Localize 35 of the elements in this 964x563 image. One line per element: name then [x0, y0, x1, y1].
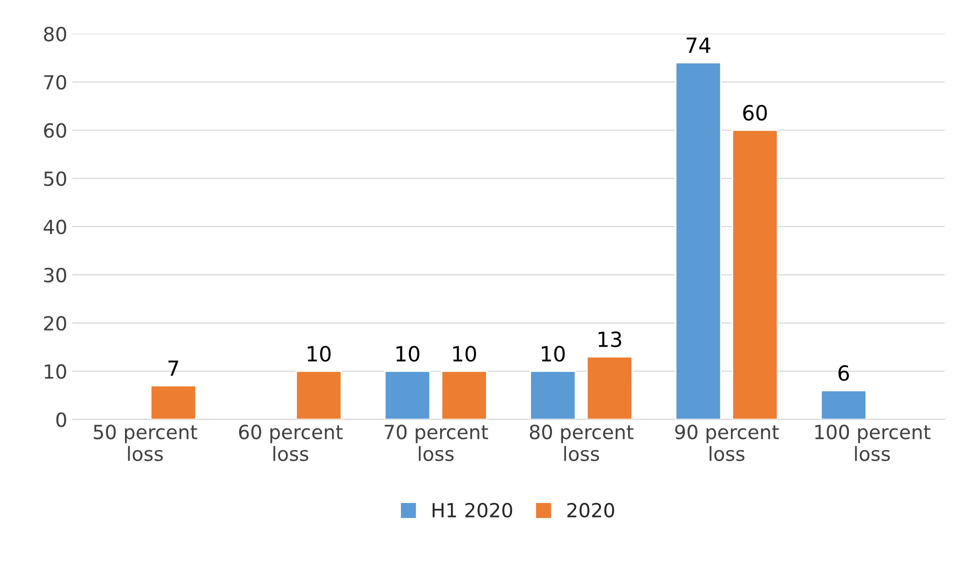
y-tick-label: 10 [44, 364, 66, 379]
bar [296, 370, 342, 420]
x-tick-label: 50 percent loss [94, 424, 198, 462]
data-label: 7 [168, 360, 178, 376]
data-label: 60 [743, 104, 767, 121]
bar [150, 384, 197, 420]
data-label: 10 [453, 346, 476, 362]
y-tick-label: 0 [56, 412, 66, 428]
data-label: 10 [308, 346, 331, 362]
data-label: 10 [396, 346, 420, 362]
bar [586, 356, 633, 420]
legend-label: H1 2020 [432, 502, 512, 518]
x-tick-label: 70 percent loss [384, 424, 488, 462]
x-tick-label: 100 percent loss [815, 424, 930, 462]
y-tick-label: 20 [44, 316, 66, 331]
y-tick-label: 30 [44, 268, 66, 282]
bar [440, 370, 488, 420]
bar [732, 130, 778, 420]
bar [384, 370, 431, 420]
bar [675, 62, 722, 420]
x-tick-label: 80 percent loss [530, 424, 634, 462]
bar [530, 370, 576, 420]
legend-label: 2020 [567, 502, 614, 518]
data-label: 13 [598, 331, 622, 348]
data-label: 74 [686, 38, 710, 53]
y-tick-label: 60 [44, 123, 66, 138]
bar [820, 390, 867, 420]
y-tick-label: 80 [44, 26, 66, 42]
x-tick-label: 60 percent loss [239, 424, 343, 462]
y-tick-label: 40 [44, 220, 66, 234]
y-tick-label: 70 [44, 74, 66, 90]
y-tick-label: 50 [44, 171, 66, 186]
data-label: 6 [838, 365, 849, 381]
x-tick-label: 90 percent loss [675, 424, 779, 462]
data-label: 10 [542, 346, 565, 362]
